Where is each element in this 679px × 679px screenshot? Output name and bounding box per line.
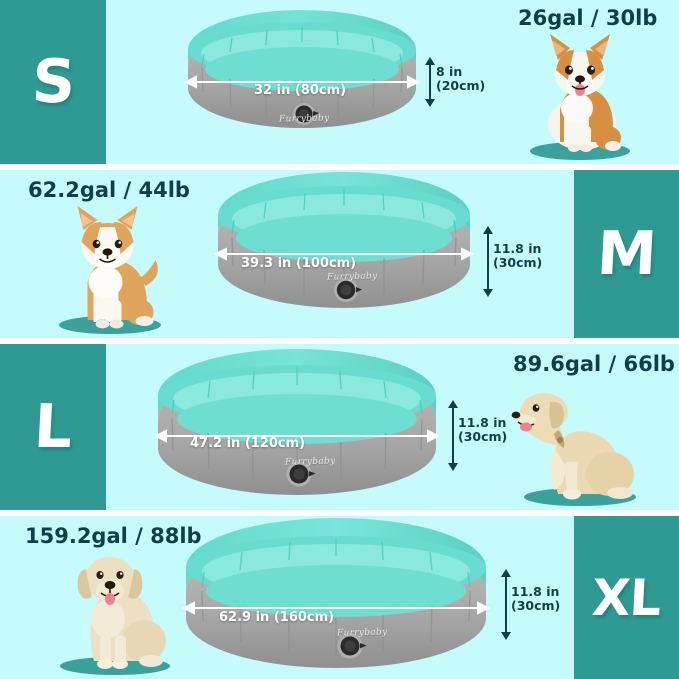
height-value-line2: (30cm) [493, 255, 543, 270]
size-badge-panel-s: S [0, 0, 106, 164]
size-letter-l: L [32, 392, 74, 462]
size-row-s: S 26gal / 30lb [0, 0, 679, 164]
height-value-line1: 11.8 in [511, 584, 560, 599]
capacity-label-m: 62.2gal / 44lb [28, 178, 190, 202]
brand-logo-s: Furrybaby [278, 113, 330, 125]
height-value-line1: 11.8 in [493, 241, 542, 256]
dog-photo-corgi [505, 14, 655, 164]
height-dimension-label-m: 11.8 in (30cm) [493, 242, 542, 270]
width-dimension-label-m: 39.3 in (100cm) [241, 256, 357, 271]
size-badge-panel-xl: XL [574, 516, 679, 679]
size-letter-s: S [30, 47, 76, 117]
height-dimension-arrow-s [425, 57, 435, 107]
size-badge-panel-l: L [0, 344, 106, 510]
pool-illustration-m: Furrybaby [212, 172, 476, 324]
height-value-line1: 11.8 in [458, 415, 507, 430]
corgi-illustration [548, 34, 621, 152]
capacity-label-xl: 159.2gal / 88lb [25, 524, 202, 548]
size-letter-xl: XL [590, 568, 663, 627]
brand-logo-l: Furrybaby [284, 456, 336, 468]
width-dimension-label-xl: 62.9 in (160cm) [219, 610, 335, 625]
height-value-line2: (20cm) [436, 78, 486, 93]
height-dimension-arrow-xl [501, 569, 511, 640]
golden-retriever-illustration [511, 393, 634, 500]
pool-illustration-s: Furrybaby [182, 10, 422, 152]
capacity-label-s: 26gal / 30lb [518, 6, 658, 30]
height-dimension-arrow-m [483, 226, 493, 297]
row-divider-3 [0, 510, 679, 516]
height-dimension-label-xl: 11.8 in (30cm) [511, 585, 560, 613]
shiba-inu-illustration [77, 206, 158, 329]
labrador-illustration [77, 557, 166, 669]
height-value-line2: (30cm) [458, 429, 508, 444]
pool-illustration-xl: Furrybaby [180, 518, 492, 674]
height-value-line2: (30cm) [511, 598, 561, 613]
size-row-m: M 62.2gal / 44lb [0, 170, 679, 338]
dog-photo-shiba-inu [35, 193, 185, 338]
height-value-line1: 8 in [436, 64, 463, 79]
brand-logo-xl: Furrybaby [336, 627, 388, 639]
row-divider-2 [0, 338, 679, 344]
size-letter-m: M [595, 219, 658, 289]
size-badge-panel-m: M [574, 170, 679, 338]
height-dimension-arrow-l [448, 400, 458, 471]
capacity-label-l: 89.6gal / 66lb [513, 352, 675, 376]
brand-logo-m: Furrybaby [326, 271, 378, 283]
pool-illustration-l: Furrybaby [152, 349, 442, 504]
size-row-l: L 89.6gal / 66lb [0, 344, 679, 510]
row-divider-1 [0, 164, 679, 170]
width-dimension-label-l: 47.2 in (120cm) [190, 436, 306, 451]
height-dimension-label-l: 11.8 in (30cm) [458, 416, 507, 444]
dog-photo-golden-retriever [500, 370, 660, 510]
dog-photo-labrador [35, 531, 195, 679]
width-dimension-label-s: 32 in (80cm) [254, 83, 347, 98]
size-row-xl: XL 159.2gal / 88lb [0, 516, 679, 679]
height-dimension-label-s: 8 in (20cm) [436, 65, 485, 93]
